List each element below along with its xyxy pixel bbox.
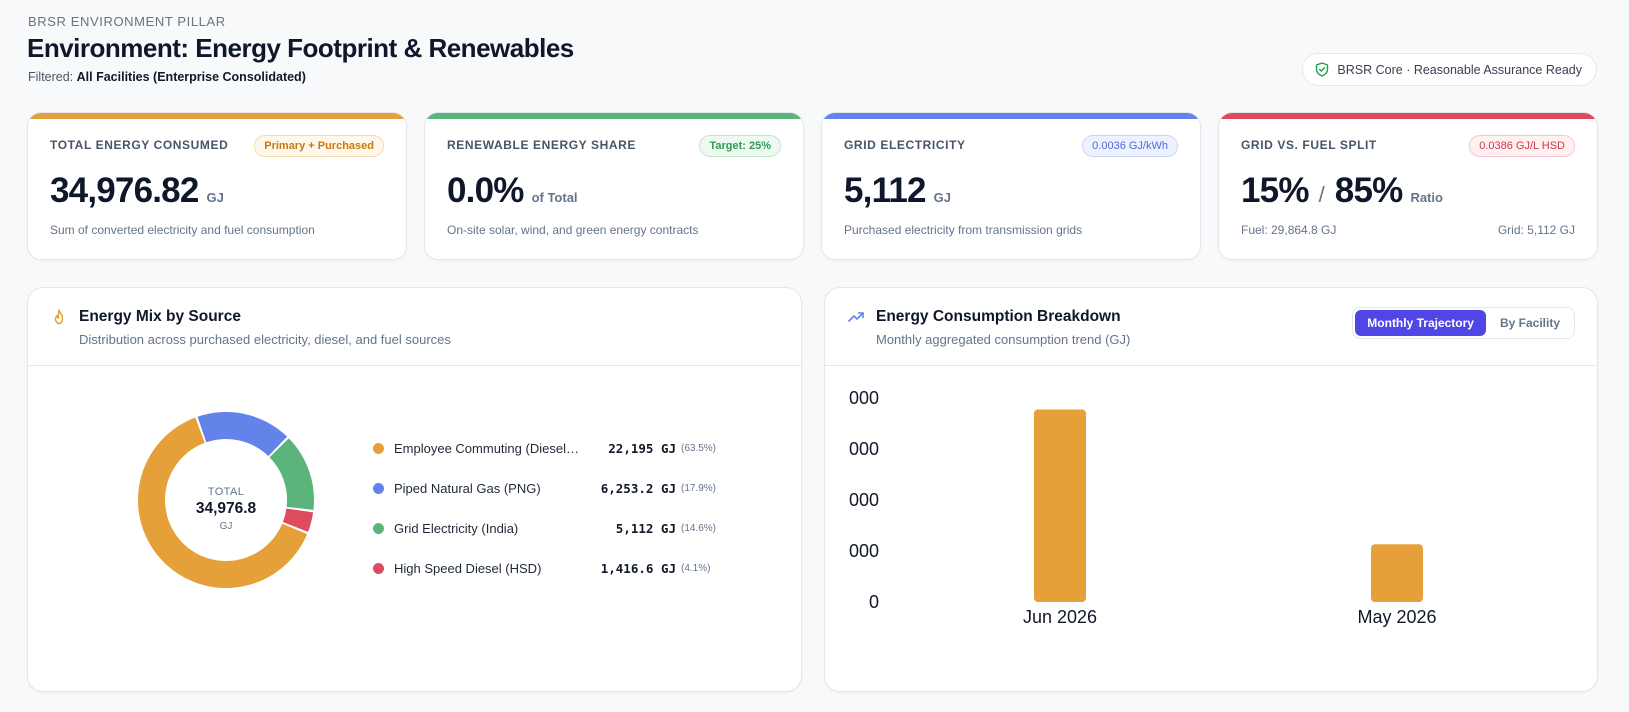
energy-mix-header: Energy Mix by Source Distribution across…	[28, 288, 801, 366]
kpi-unit: GJ	[206, 190, 224, 205]
kpi-badge: Target: 25%	[699, 135, 781, 157]
kpi-description: On-site solar, wind, and green energy co…	[447, 223, 699, 237]
legend-source-name: Grid Electricity (India)	[394, 520, 519, 536]
page-eyebrow: BRSR ENVIRONMENT PILLAR	[28, 14, 226, 29]
legend-swatch	[373, 522, 384, 534]
y-tick-label: 000	[849, 439, 879, 459]
kpi-card-grid-fuel-split: GRID VS. FUEL SPLIT 0.0386 GJ/L HSD 15% …	[1218, 112, 1598, 260]
kpi-accent-bar	[822, 113, 1200, 119]
filter-summary: Filtered: All Facilities (Enterprise Con…	[28, 70, 306, 84]
kpi-value: 34,976.82	[50, 171, 199, 210]
legend-swatch	[373, 442, 384, 454]
flame-icon	[54, 309, 64, 325]
legend-source-percent: (14.6%)	[681, 522, 717, 534]
energy-mix-panel: Energy Mix by Source Distribution across…	[27, 287, 802, 692]
assurance-badge: BRSR Core · Reasonable Assurance Ready	[1302, 53, 1597, 86]
donut-center-unit: GJ	[219, 521, 233, 532]
legend-source-name: Employee Commuting (Diesel…	[394, 440, 579, 456]
kpi-fuel-total: Fuel: 29,864.8 GJ	[1241, 223, 1337, 237]
filter-label: Filtered:	[28, 70, 74, 84]
kpi-unit: GJ	[933, 190, 951, 205]
kpi-label: GRID ELECTRICITY	[844, 138, 966, 152]
kpi-accent-bar	[28, 113, 406, 119]
assurance-badge-label: BRSR Core · Reasonable Assurance Ready	[1337, 62, 1582, 77]
legend-source-value: 6,253.2 GJ	[600, 480, 676, 496]
energy-mix-subtitle: Distribution across purchased electricit…	[79, 332, 451, 347]
kpi-unit: Ratio	[1410, 190, 1443, 205]
shield-check-icon	[1316, 62, 1329, 77]
energy-mix-title: Energy Mix by Source	[79, 308, 241, 325]
bar[interactable]	[1034, 409, 1086, 602]
legend-source-name: Piped Natural Gas (PNG)	[394, 480, 541, 496]
legend-source-value: 1,416.6 GJ	[600, 560, 676, 576]
bar[interactable]	[1371, 544, 1423, 602]
consumption-header: Energy Consumption Breakdown Monthly agg…	[825, 288, 1597, 366]
trending-up-icon	[848, 312, 864, 322]
kpi-badge: 0.0386 GJ/L HSD	[1469, 135, 1575, 157]
kpi-badge: 0.0036 GJ/kWh	[1082, 135, 1178, 157]
legend-source-value: 22,195 GJ	[608, 440, 676, 456]
kpi-label: GRID VS. FUEL SPLIT	[1241, 138, 1377, 152]
kpi-description: Purchased electricity from transmission …	[844, 223, 1083, 237]
donut-slice[interactable]	[282, 508, 314, 532]
legend-swatch	[373, 562, 384, 574]
kpi-card-grid-electricity: GRID ELECTRICITY 0.0036 GJ/kWh 5,112 GJ …	[821, 112, 1201, 260]
tab-by-facility[interactable]: By Facility	[1499, 316, 1560, 330]
consumption-panel: Energy Consumption Breakdown Monthly agg…	[824, 287, 1598, 692]
legend-source-percent: (63.5%)	[681, 442, 717, 454]
donut-center-caption: TOTAL	[207, 486, 245, 498]
legend-source-name: High Speed Diesel (HSD)	[394, 560, 542, 576]
y-tick-label: 000	[849, 388, 879, 408]
kpi-value-grid: 15%	[1241, 171, 1309, 210]
energy-mix-donut	[138, 412, 314, 588]
kpi-grid-total: Grid: 5,112 GJ	[1497, 223, 1575, 237]
x-tick-label: Jun 2026	[1023, 607, 1097, 627]
legend-item[interactable]: Piped Natural Gas (PNG) 6,253.2 GJ (17.9…	[373, 478, 716, 498]
kpi-value-separator: /	[1318, 182, 1325, 207]
donut-center-label: TOTAL 34,976.8 GJ	[166, 486, 286, 532]
kpi-label: TOTAL ENERGY CONSUMED	[50, 138, 229, 152]
kpi-value: 5,112	[844, 171, 926, 210]
legend-item[interactable]: High Speed Diesel (HSD) 1,416.6 GJ (4.1%…	[373, 558, 710, 578]
legend-swatch	[373, 482, 384, 494]
legend-item[interactable]: Employee Commuting (Diesel… 22,195 GJ (6…	[373, 438, 716, 458]
view-toggle: Monthly Trajectory By Facility	[1352, 307, 1575, 339]
kpi-value: 0.0%	[447, 171, 524, 210]
kpi-label: RENEWABLE ENERGY SHARE	[447, 138, 637, 152]
y-tick-label: 000	[849, 490, 879, 510]
donut-slice[interactable]	[138, 417, 308, 588]
kpi-accent-bar	[1219, 113, 1597, 119]
kpi-accent-bar	[425, 113, 803, 119]
y-tick-label: 0	[869, 592, 879, 612]
donut-slice[interactable]	[269, 438, 314, 510]
consumption-subtitle: Monthly aggregated consumption trend (GJ…	[876, 332, 1131, 347]
legend-source-value: 5,112 GJ	[615, 520, 676, 536]
consumption-title: Energy Consumption Breakdown	[876, 308, 1121, 325]
donut-center-value: 34,976.8	[195, 500, 257, 517]
donut-slice[interactable]	[197, 412, 288, 457]
y-tick-label: 000	[849, 541, 879, 561]
filter-value[interactable]: All Facilities (Enterprise Consolidated)	[76, 70, 306, 84]
legend-item[interactable]: Grid Electricity (India) 5,112 GJ (14.6%…	[373, 518, 716, 538]
page-title: Environment: Energy Footprint & Renewabl…	[27, 33, 574, 63]
kpi-card-renewable-share: RENEWABLE ENERGY SHARE Target: 25% 0.0% …	[424, 112, 804, 260]
kpi-card-total-energy: TOTAL ENERGY CONSUMED Primary + Purchase…	[27, 112, 407, 260]
legend-source-percent: (17.9%)	[681, 482, 717, 494]
x-tick-label: May 2026	[1357, 607, 1436, 627]
tab-monthly-trajectory[interactable]: Monthly Trajectory	[1355, 310, 1486, 336]
kpi-value-fuel: 85%	[1334, 171, 1403, 210]
kpi-unit: of Total	[531, 190, 578, 205]
kpi-badge: Primary + Purchased	[254, 135, 384, 157]
legend-source-percent: (4.1%)	[681, 562, 711, 574]
kpi-description: Sum of converted electricity and fuel co…	[50, 223, 315, 237]
